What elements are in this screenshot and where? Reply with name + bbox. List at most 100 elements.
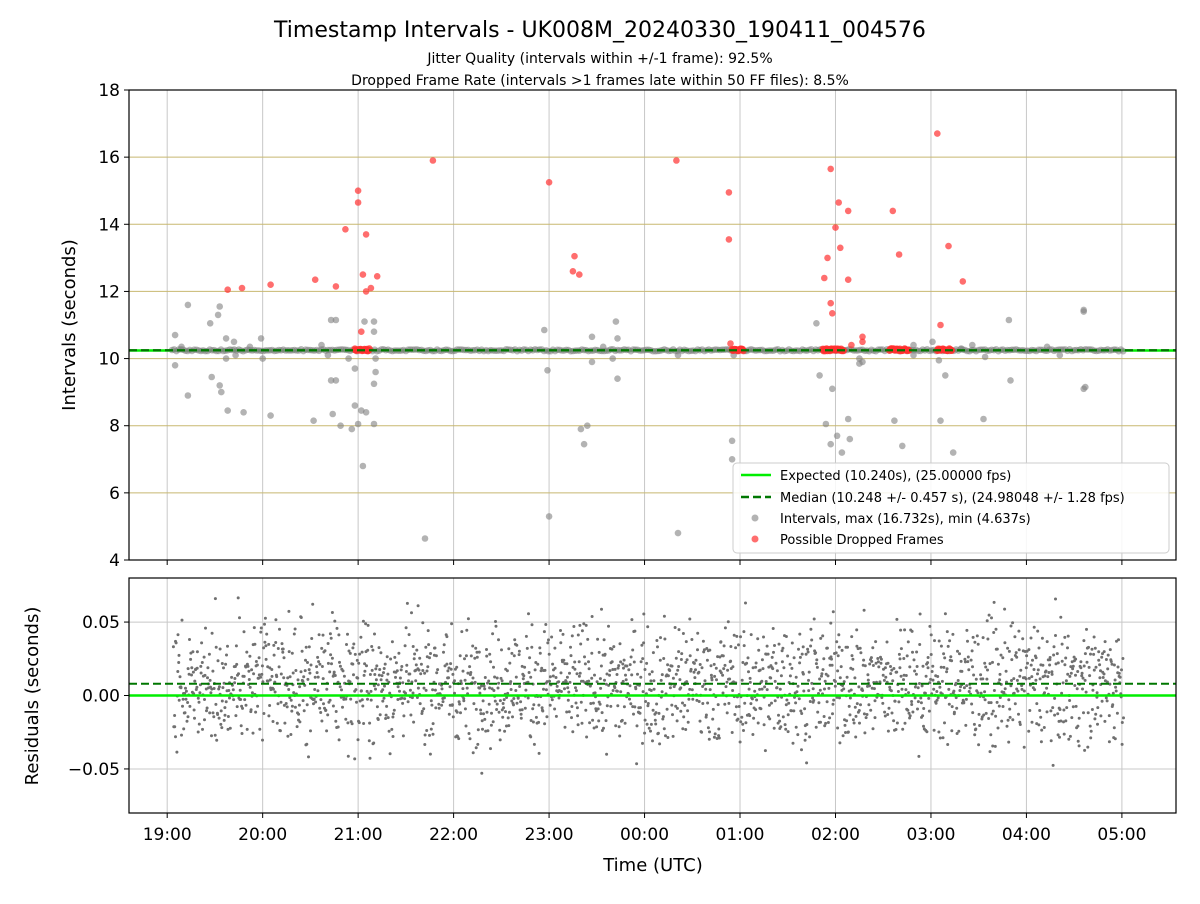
interval-point-75 bbox=[859, 358, 866, 366]
residual-point-950 bbox=[595, 725, 599, 729]
residual-point-444 bbox=[369, 698, 373, 702]
residual-point-659 bbox=[465, 686, 469, 690]
residual-point-525 bbox=[405, 601, 409, 605]
bottom-ytick-label-2: 0.05 bbox=[82, 613, 120, 633]
residual-point-1554 bbox=[864, 716, 868, 720]
residual-point-1504 bbox=[842, 687, 846, 691]
residual-point-637 bbox=[455, 710, 459, 714]
residual-point-9 bbox=[176, 670, 180, 673]
residual-point-11 bbox=[177, 661, 181, 664]
residual-point-1390 bbox=[791, 741, 795, 745]
residual-point-1731 bbox=[943, 656, 947, 660]
residual-point-1380 bbox=[786, 713, 790, 717]
residual-point-52 bbox=[195, 685, 199, 689]
residual-point-647 bbox=[460, 630, 464, 634]
residual-point-590 bbox=[434, 654, 438, 658]
residual-point-572 bbox=[426, 629, 430, 633]
interval-point-88 bbox=[981, 353, 989, 361]
residual-point-1942 bbox=[1037, 723, 1041, 727]
interval-point-7 bbox=[214, 311, 222, 319]
residual-point-682 bbox=[475, 655, 479, 659]
residual-point-865 bbox=[557, 696, 561, 700]
residual-point-1012 bbox=[622, 705, 626, 709]
dropped-frame-point-29 bbox=[835, 199, 842, 206]
residual-point-1446 bbox=[816, 710, 820, 714]
residual-point-1559 bbox=[866, 678, 870, 682]
residual-point-742 bbox=[502, 698, 506, 702]
residual-point-1721 bbox=[938, 736, 942, 740]
residual-point-2061 bbox=[1090, 647, 1094, 651]
residual-point-1629 bbox=[897, 652, 901, 656]
residual-point-673 bbox=[471, 751, 475, 755]
residual-point-2048 bbox=[1084, 690, 1088, 694]
residual-point-95 bbox=[214, 702, 218, 706]
residual-point-644 bbox=[459, 711, 462, 715]
residual-point-763 bbox=[512, 703, 515, 707]
residual-point-142 bbox=[235, 662, 239, 666]
residual-point-371 bbox=[337, 633, 341, 637]
residual-point-1471 bbox=[827, 686, 831, 690]
residual-point-1132 bbox=[676, 668, 680, 672]
residual-point-1185 bbox=[700, 730, 704, 734]
residual-point-728 bbox=[496, 686, 500, 690]
residual-point-1809 bbox=[978, 724, 982, 727]
residual-point-520 bbox=[403, 644, 407, 648]
residual-point-43 bbox=[191, 650, 195, 654]
residual-point-1779 bbox=[964, 697, 968, 701]
interval-point-86 bbox=[969, 341, 976, 349]
residual-point-1764 bbox=[958, 652, 961, 656]
residual-point-1785 bbox=[967, 668, 971, 672]
residual-point-196 bbox=[259, 630, 263, 634]
residual-point-88 bbox=[211, 669, 215, 673]
residual-point-1409 bbox=[800, 748, 803, 752]
top-ytick-label-1: 6 bbox=[109, 484, 120, 504]
residual-point-1180 bbox=[697, 700, 701, 703]
residual-point-651 bbox=[462, 697, 466, 700]
residual-point-1322 bbox=[760, 658, 764, 662]
residual-point-710 bbox=[488, 652, 492, 656]
interval-point-19 bbox=[259, 355, 267, 362]
dropped-frame-point-4 bbox=[332, 283, 340, 290]
residual-point-1218 bbox=[714, 666, 718, 670]
residual-point-108 bbox=[220, 726, 224, 730]
interval-point-30 bbox=[345, 355, 352, 362]
legend-expected-label: Expected (10.240s), (25.00000 fps) bbox=[780, 469, 1011, 484]
residual-point-170 bbox=[247, 678, 251, 681]
residual-point-620 bbox=[448, 685, 452, 689]
residual-point-898 bbox=[572, 625, 576, 628]
residual-point-1081 bbox=[653, 718, 657, 722]
residual-point-827 bbox=[540, 706, 544, 710]
residual-point-649 bbox=[461, 687, 465, 691]
residual-point-485 bbox=[388, 691, 392, 695]
residual-point-1402 bbox=[796, 684, 800, 688]
residual-point-1121 bbox=[671, 734, 675, 738]
residual-point-426 bbox=[361, 619, 365, 623]
residual-point-1883 bbox=[1011, 621, 1015, 625]
residual-point-695 bbox=[481, 699, 485, 703]
residual-point-1413 bbox=[801, 645, 805, 649]
residual-point-1279 bbox=[742, 729, 745, 732]
residual-point-454 bbox=[374, 667, 378, 671]
residual-point-1718 bbox=[937, 730, 941, 734]
residual-point-2113 bbox=[1113, 678, 1117, 682]
residual-point-1434 bbox=[811, 696, 815, 700]
residual-point-1047 bbox=[638, 711, 642, 715]
residual-point-1051 bbox=[640, 643, 644, 647]
residual-point-910 bbox=[577, 660, 581, 664]
residual-point-1000 bbox=[617, 725, 621, 729]
residual-point-1676 bbox=[918, 612, 922, 616]
residual-point-2 bbox=[173, 714, 177, 717]
residual-point-723 bbox=[494, 620, 497, 623]
residual-point-159 bbox=[242, 674, 246, 678]
residual-point-911 bbox=[577, 674, 581, 678]
residual-point-332 bbox=[320, 646, 324, 650]
residual-point-1384 bbox=[788, 662, 792, 666]
residual-point-253 bbox=[284, 702, 288, 705]
residual-point-1203 bbox=[708, 730, 711, 734]
residual-point-1624 bbox=[895, 617, 899, 621]
interval-point-70 bbox=[838, 449, 846, 456]
residual-point-1275 bbox=[740, 715, 744, 719]
residual-point-672 bbox=[471, 676, 475, 680]
residual-point-1765 bbox=[958, 689, 962, 692]
residual-point-1917 bbox=[1026, 661, 1029, 665]
